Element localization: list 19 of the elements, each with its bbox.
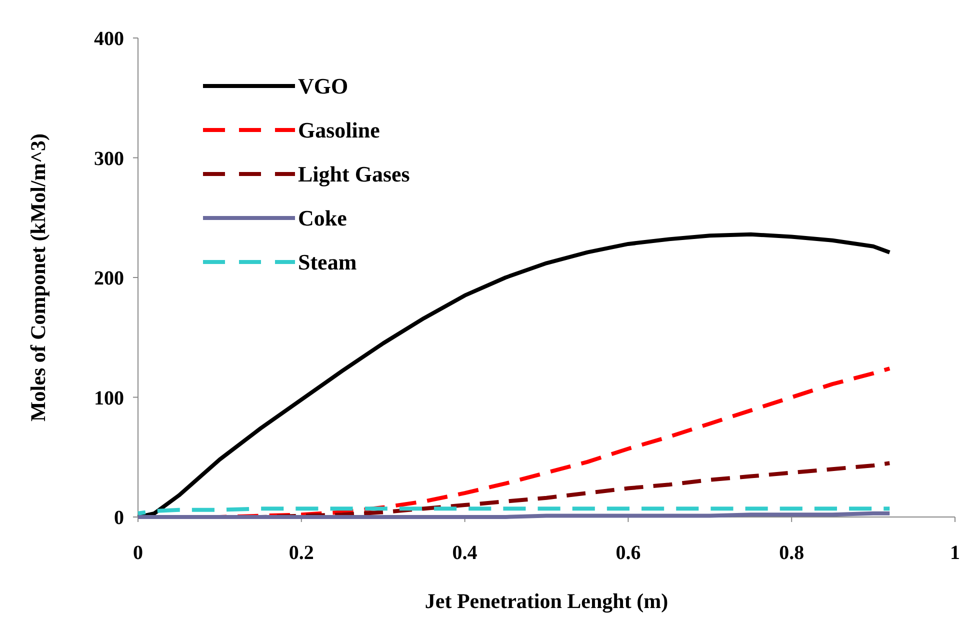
legend-label: Gasoline	[298, 118, 380, 143]
y-tick-label: 200	[94, 268, 124, 290]
legend-label: VGO	[298, 74, 348, 99]
x-tick-label: 0	[133, 542, 143, 564]
y-tick-label: 100	[94, 387, 124, 410]
x-tick-label: 0.4	[452, 542, 478, 564]
y-axis-title: Moles of Componet (kMol/m^3)	[26, 133, 50, 422]
y-tick-label: 400	[94, 28, 124, 50]
x-tick-label: 1	[950, 542, 960, 564]
legend-label: Light Gases	[298, 162, 410, 187]
x-tick-label: 0.6	[616, 542, 641, 564]
legend-label: Coke	[298, 206, 348, 231]
legend-label: Steam	[298, 250, 357, 275]
y-tick-label: 300	[94, 148, 124, 170]
x-axis-title: Jet Penetration Lenght (m)	[424, 589, 668, 613]
x-tick-label: 0.8	[779, 542, 804, 564]
y-tick-label: 0	[114, 507, 124, 529]
x-tick-label: 0.2	[288, 542, 314, 564]
line-series	[136, 232, 892, 519]
